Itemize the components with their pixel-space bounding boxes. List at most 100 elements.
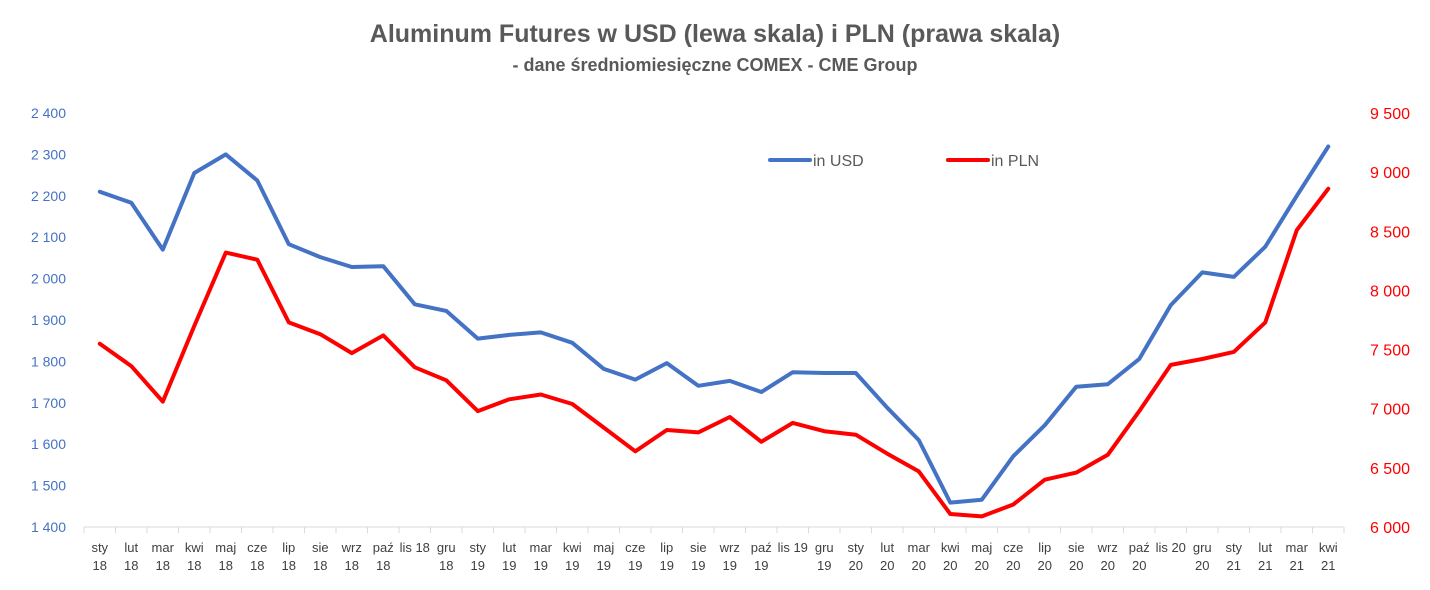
y-right-tick-label: 7 000 xyxy=(1370,402,1410,419)
x-tick-label: lut xyxy=(502,540,516,555)
x-tick-label: lip xyxy=(282,540,295,555)
x-tick-label: sie xyxy=(312,540,329,555)
x-tick-label-year: 20 xyxy=(912,558,926,573)
x-tick-label-year: 20 xyxy=(975,558,989,573)
x-tick-label-year: 18 xyxy=(93,558,107,573)
x-tick-label: maj xyxy=(971,540,992,555)
y-left-tick-label: 2 100 xyxy=(31,229,66,245)
y-right-tick-label: 7 500 xyxy=(1370,343,1410,360)
x-tick-label-year: 20 xyxy=(880,558,894,573)
x-tick-label: lut xyxy=(1258,540,1272,555)
x-tick-label: mar xyxy=(1286,540,1309,555)
y-left-tick-label: 1 500 xyxy=(31,478,66,494)
x-tick-label-year: 20 xyxy=(1038,558,1052,573)
x-tick-label: cze xyxy=(247,540,267,555)
x-tick-label: sty xyxy=(91,540,108,555)
x-tick-label: mar xyxy=(908,540,931,555)
legend-label: in USD xyxy=(813,153,864,170)
x-tick-label: sty xyxy=(1225,540,1242,555)
y-right-tick-label: 8 000 xyxy=(1370,283,1410,300)
x-tick-label: sie xyxy=(1068,540,1085,555)
y-left-tick-label: 2 200 xyxy=(31,188,66,204)
y-left-tick-label: 1 700 xyxy=(31,395,66,411)
x-tick-label: lip xyxy=(1038,540,1051,555)
x-tick-label-year: 19 xyxy=(597,558,611,573)
x-tick-label: maj xyxy=(593,540,614,555)
x-tick-label: mar xyxy=(152,540,175,555)
x-tick-label-year: 18 xyxy=(345,558,359,573)
x-tick-label: kwi xyxy=(185,540,204,555)
chart-subtitle: - dane średniomiesięczne COMEX - CME Gro… xyxy=(512,55,918,75)
x-tick-label-year: 18 xyxy=(439,558,453,573)
x-tick-label-year: 19 xyxy=(754,558,768,573)
legend-label: in PLN xyxy=(991,153,1039,170)
y-right-tick-label: 8 500 xyxy=(1370,224,1410,241)
chart-title: Aluminum Futures w USD (lewa skala) i PL… xyxy=(369,20,1061,48)
x-tick-label: kwi xyxy=(563,540,582,555)
x-tick-label-year: 20 xyxy=(1101,558,1115,573)
y-left-tick-label: 1 800 xyxy=(31,353,66,369)
x-tick-label-year: 20 xyxy=(943,558,957,573)
y-left-tick-label: 1 600 xyxy=(31,436,66,452)
x-tick-label: lis 18 xyxy=(400,540,430,555)
x-tick-label: lut xyxy=(880,540,894,555)
x-tick-label-year: 19 xyxy=(817,558,831,573)
x-tick-label: kwi xyxy=(1319,540,1338,555)
x-tick-label: sty xyxy=(469,540,486,555)
series-line-usd xyxy=(97,144,1331,505)
x-tick-label: kwi xyxy=(941,540,960,555)
y-left-tick-label: 2 400 xyxy=(31,105,66,121)
x-tick-label-year: 18 xyxy=(313,558,327,573)
y-right-tick-label: 6 500 xyxy=(1370,461,1410,478)
x-tick-label-year: 19 xyxy=(691,558,705,573)
y-right-tick-label: 9 500 xyxy=(1370,106,1410,123)
y-left-tick-label: 2 000 xyxy=(31,271,66,287)
x-tick-label-year: 18 xyxy=(219,558,233,573)
x-tick-label: cze xyxy=(625,540,645,555)
x-tick-label-year: 18 xyxy=(250,558,264,573)
x-tick-label: sie xyxy=(690,540,707,555)
x-tick-label-year: 20 xyxy=(1006,558,1020,573)
series-line-pln xyxy=(97,186,1331,519)
x-tick-label-year: 19 xyxy=(502,558,516,573)
x-tick-label: wrz xyxy=(341,540,362,555)
y-right-tick-label: 9 000 xyxy=(1370,165,1410,182)
x-tick-label-year: 20 xyxy=(1069,558,1083,573)
x-tick-label: paź xyxy=(373,540,394,555)
x-tick-label-year: 18 xyxy=(376,558,390,573)
x-tick-label: cze xyxy=(1003,540,1023,555)
x-tick-label: gru xyxy=(1193,540,1212,555)
y-left-tick-label: 2 300 xyxy=(31,146,66,162)
x-tick-label-year: 19 xyxy=(471,558,485,573)
x-tick-label: lip xyxy=(660,540,673,555)
x-tick-label-year: 18 xyxy=(282,558,296,573)
y-left-tick-label: 1 900 xyxy=(31,312,66,328)
x-tick-label-year: 21 xyxy=(1258,558,1272,573)
x-tick-label-year: 20 xyxy=(1195,558,1209,573)
x-tick-label: paź xyxy=(1129,540,1150,555)
x-tick-label-year: 19 xyxy=(565,558,579,573)
x-tick-label: gru xyxy=(815,540,834,555)
x-tick-label-year: 21 xyxy=(1321,558,1335,573)
x-tick-label: lis 20 xyxy=(1156,540,1186,555)
x-tick-label: sty xyxy=(847,540,864,555)
y-left-tick-label: 1 400 xyxy=(31,519,66,535)
x-tick-label: paź xyxy=(751,540,772,555)
x-tick-label-year: 19 xyxy=(534,558,548,573)
x-tick-label-year: 19 xyxy=(660,558,674,573)
x-tick-label: wrz xyxy=(719,540,740,555)
x-tick-label-year: 19 xyxy=(723,558,737,573)
x-tick-label: maj xyxy=(215,540,236,555)
x-tick-label: wrz xyxy=(1097,540,1118,555)
x-tick-label-year: 18 xyxy=(124,558,138,573)
x-tick-label-year: 20 xyxy=(1132,558,1146,573)
x-tick-label: lis 19 xyxy=(778,540,808,555)
x-tick-label: mar xyxy=(530,540,553,555)
x-tick-label-year: 18 xyxy=(156,558,170,573)
x-tick-label-year: 20 xyxy=(849,558,863,573)
x-tick-label: gru xyxy=(437,540,456,555)
x-tick-label-year: 21 xyxy=(1227,558,1241,573)
x-tick-label-year: 19 xyxy=(628,558,642,573)
